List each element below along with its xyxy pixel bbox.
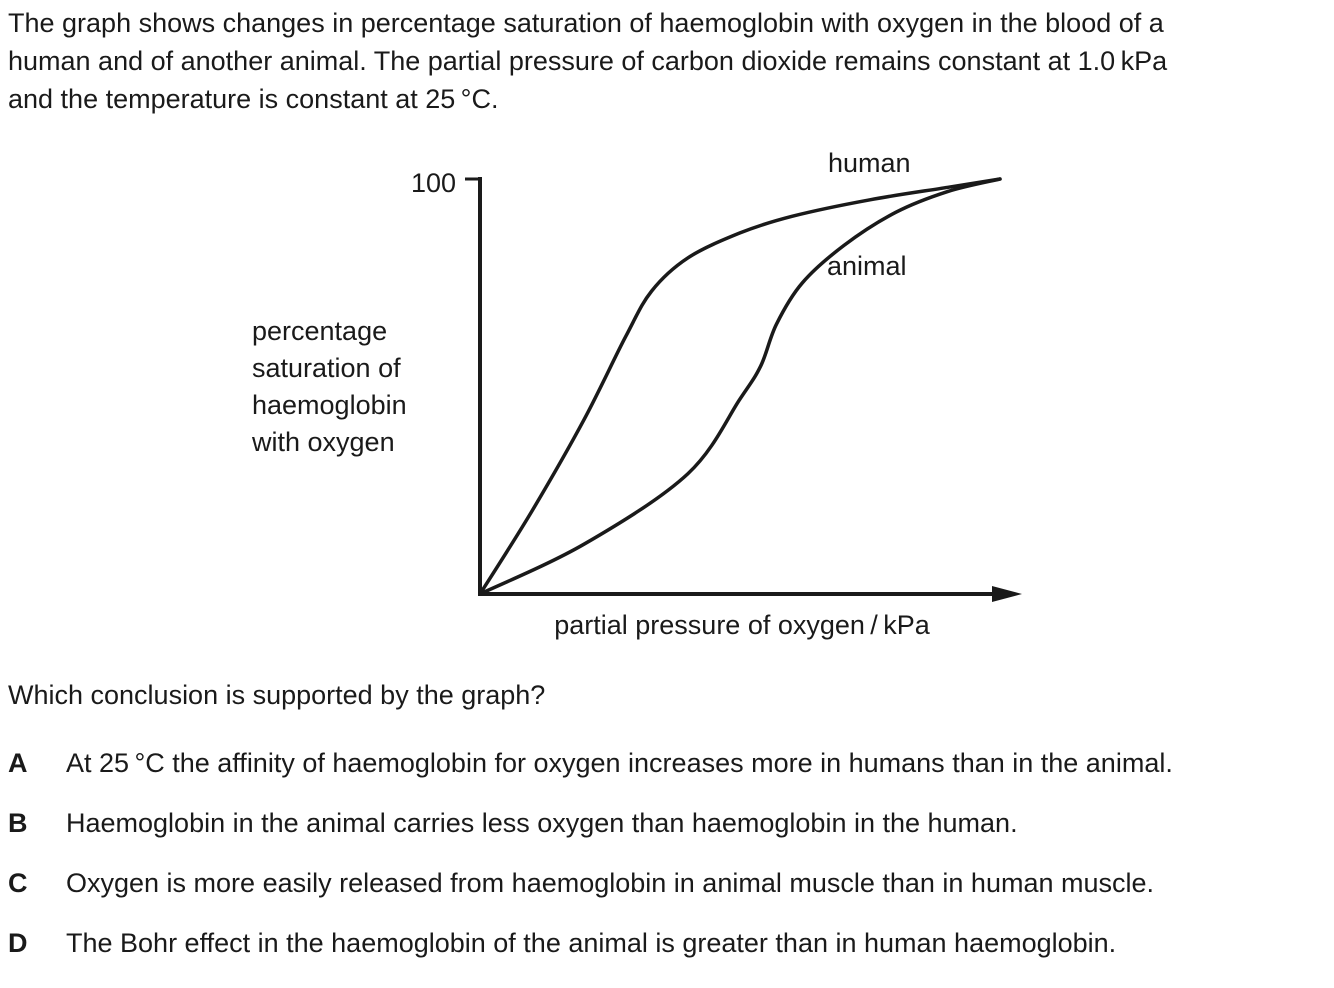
option-b[interactable]: B Haemoglobin in the animal carries less… <box>8 808 1173 868</box>
option-letter: C <box>8 868 28 898</box>
y-axis-label-line: with oxygen <box>251 427 395 457</box>
question-stem: The graph shows changes in percentage sa… <box>8 4 1330 118</box>
option-text: Haemoglobin in the animal carries less o… <box>66 808 1018 838</box>
y-axis-label-line: percentage <box>252 316 387 346</box>
option-a[interactable]: A At 25 °C the affinity of haemoglobin f… <box>8 748 1173 808</box>
option-c[interactable]: C Oxygen is more easily released from ha… <box>8 868 1173 928</box>
series-label-human: human <box>828 148 911 178</box>
y-axis-label-line: saturation of <box>252 353 401 383</box>
option-letter: D <box>8 928 28 958</box>
option-text: At 25 °C the affinity of haemoglobin for… <box>66 748 1173 778</box>
option-text: Oxygen is more easily released from haem… <box>66 868 1155 898</box>
stem-line-2: human and of another animal. The partial… <box>8 46 1168 76</box>
stem-line-1: The graph shows changes in percentage sa… <box>8 8 1164 38</box>
curves <box>478 177 1002 596</box>
option-letter: A <box>8 748 28 778</box>
answer-options: A At 25 °C the affinity of haemoglobin f… <box>8 748 1173 988</box>
stem-line-3: and the temperature is constant at 25 °C… <box>8 84 499 114</box>
y-axis-label-line: haemoglobin <box>252 390 407 420</box>
x-axis-label: partial pressure of oxygen / kPa <box>554 610 930 640</box>
x-axis-arrowhead <box>992 586 1022 602</box>
axes <box>465 177 1022 602</box>
option-text: The Bohr effect in the haemoglobin of th… <box>66 928 1117 958</box>
graph-labels: 100 percentage saturation of haemoglobin wit… <box>251 148 931 640</box>
option-d[interactable]: D The Bohr effect in the haemoglobin of … <box>8 928 1173 988</box>
question-prompt: Which conclusion is supported by the gra… <box>8 680 546 710</box>
series-line-animal <box>478 177 1002 596</box>
series-label-animal: animal <box>827 251 907 281</box>
y-tick-label: 100 <box>411 168 456 198</box>
option-letter: B <box>8 808 28 838</box>
series-line-human <box>478 177 1002 596</box>
oxygen-dissociation-graph: 100 percentage saturation of haemoglobin wit… <box>251 148 1022 640</box>
